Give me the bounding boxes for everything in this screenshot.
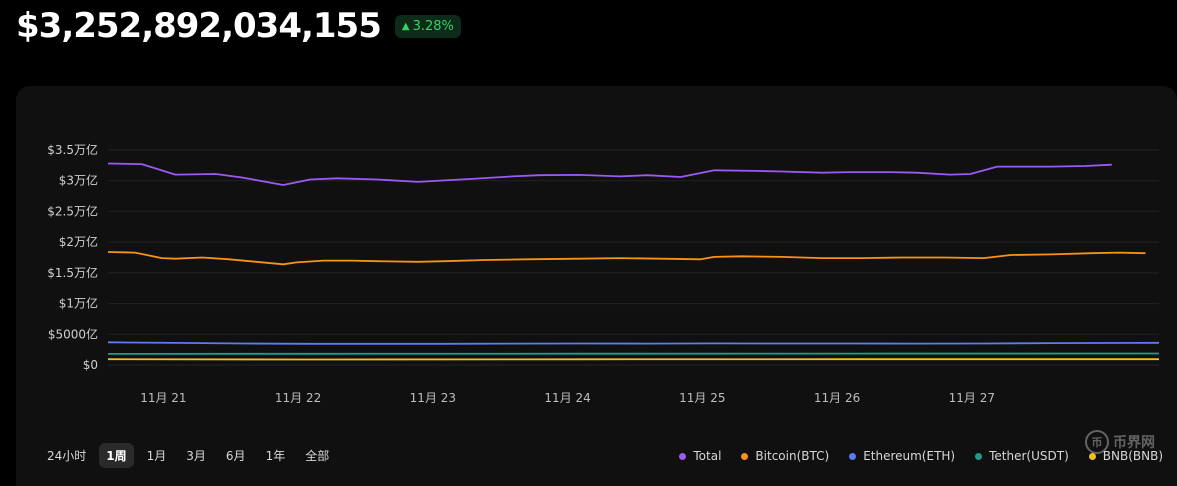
- y-tick-label: $0: [83, 358, 98, 372]
- range-button[interactable]: 1月: [140, 443, 174, 468]
- y-tick-label: $2.5万亿: [47, 203, 98, 218]
- x-tick-label: 11月 26: [814, 391, 860, 405]
- legend-label: Tether(USDT): [989, 449, 1069, 463]
- legend-item[interactable]: Tether(USDT): [975, 449, 1069, 463]
- watermark: 币 币界网: [1085, 430, 1155, 454]
- chart-panel: $0 $5000亿 $1万亿 $1.5万亿 $2万亿 $2.5万亿 $3万亿 $3.5万亿 11…: [16, 86, 1177, 486]
- range-button[interactable]: 6月: [219, 443, 253, 468]
- legend-dot-icon: [975, 453, 982, 460]
- y-tick-label: $5000亿: [48, 326, 98, 341]
- y-tick-label: $2万亿: [59, 234, 98, 249]
- series-line-btc: [108, 252, 1146, 264]
- watermark-logo-icon: 币: [1085, 430, 1109, 454]
- x-tick-label: 11月 24: [544, 391, 590, 405]
- legend-label: Bitcoin(BTC): [755, 449, 829, 463]
- series-line-total: [108, 164, 1112, 186]
- range-button[interactable]: 全部: [298, 443, 336, 468]
- market-cap-line-chart: $0 $5000亿 $1万亿 $1.5万亿 $2万亿 $2.5万亿 $3万亿 $3.5万亿 11…: [16, 86, 1177, 416]
- x-tick-label: 11月 22: [275, 391, 321, 405]
- change-percent: 3.28%: [413, 19, 454, 34]
- range-button[interactable]: 1年: [259, 443, 293, 468]
- x-tick-label: 11月 23: [410, 391, 456, 405]
- y-tick-label: $1万亿: [59, 296, 98, 311]
- x-tick-label: 11月 25: [679, 391, 725, 405]
- range-button[interactable]: 1周: [99, 443, 133, 468]
- legend-label: Total: [693, 449, 721, 463]
- y-tick-label: $3.5万亿: [47, 142, 98, 157]
- change-badge: ▲ 3.28%: [395, 15, 461, 38]
- watermark-text: 币界网: [1113, 432, 1155, 452]
- x-tick-label: 11月 27: [949, 391, 995, 405]
- y-tick-label: $1.5万亿: [47, 265, 98, 280]
- range-button[interactable]: 3月: [179, 443, 213, 468]
- legend-label: Ethereum(ETH): [863, 449, 955, 463]
- header: $3,252,892,034,155 ▲ 3.28%: [16, 6, 461, 46]
- legend-item[interactable]: Ethereum(ETH): [849, 449, 955, 463]
- legend-dot-icon: [679, 453, 686, 460]
- x-tick-label: 11月 21: [140, 391, 186, 405]
- up-arrow-icon: ▲: [402, 21, 410, 32]
- range-button[interactable]: 24小时: [40, 443, 93, 468]
- legend-item[interactable]: Bitcoin(BTC): [741, 449, 829, 463]
- total-market-cap-value: $3,252,892,034,155: [16, 6, 381, 46]
- y-tick-label: $3万亿: [59, 173, 98, 188]
- legend-dot-icon: [741, 453, 748, 460]
- legend-dot-icon: [849, 453, 856, 460]
- legend-item[interactable]: Total: [679, 449, 721, 463]
- series-line-eth: [108, 342, 1159, 344]
